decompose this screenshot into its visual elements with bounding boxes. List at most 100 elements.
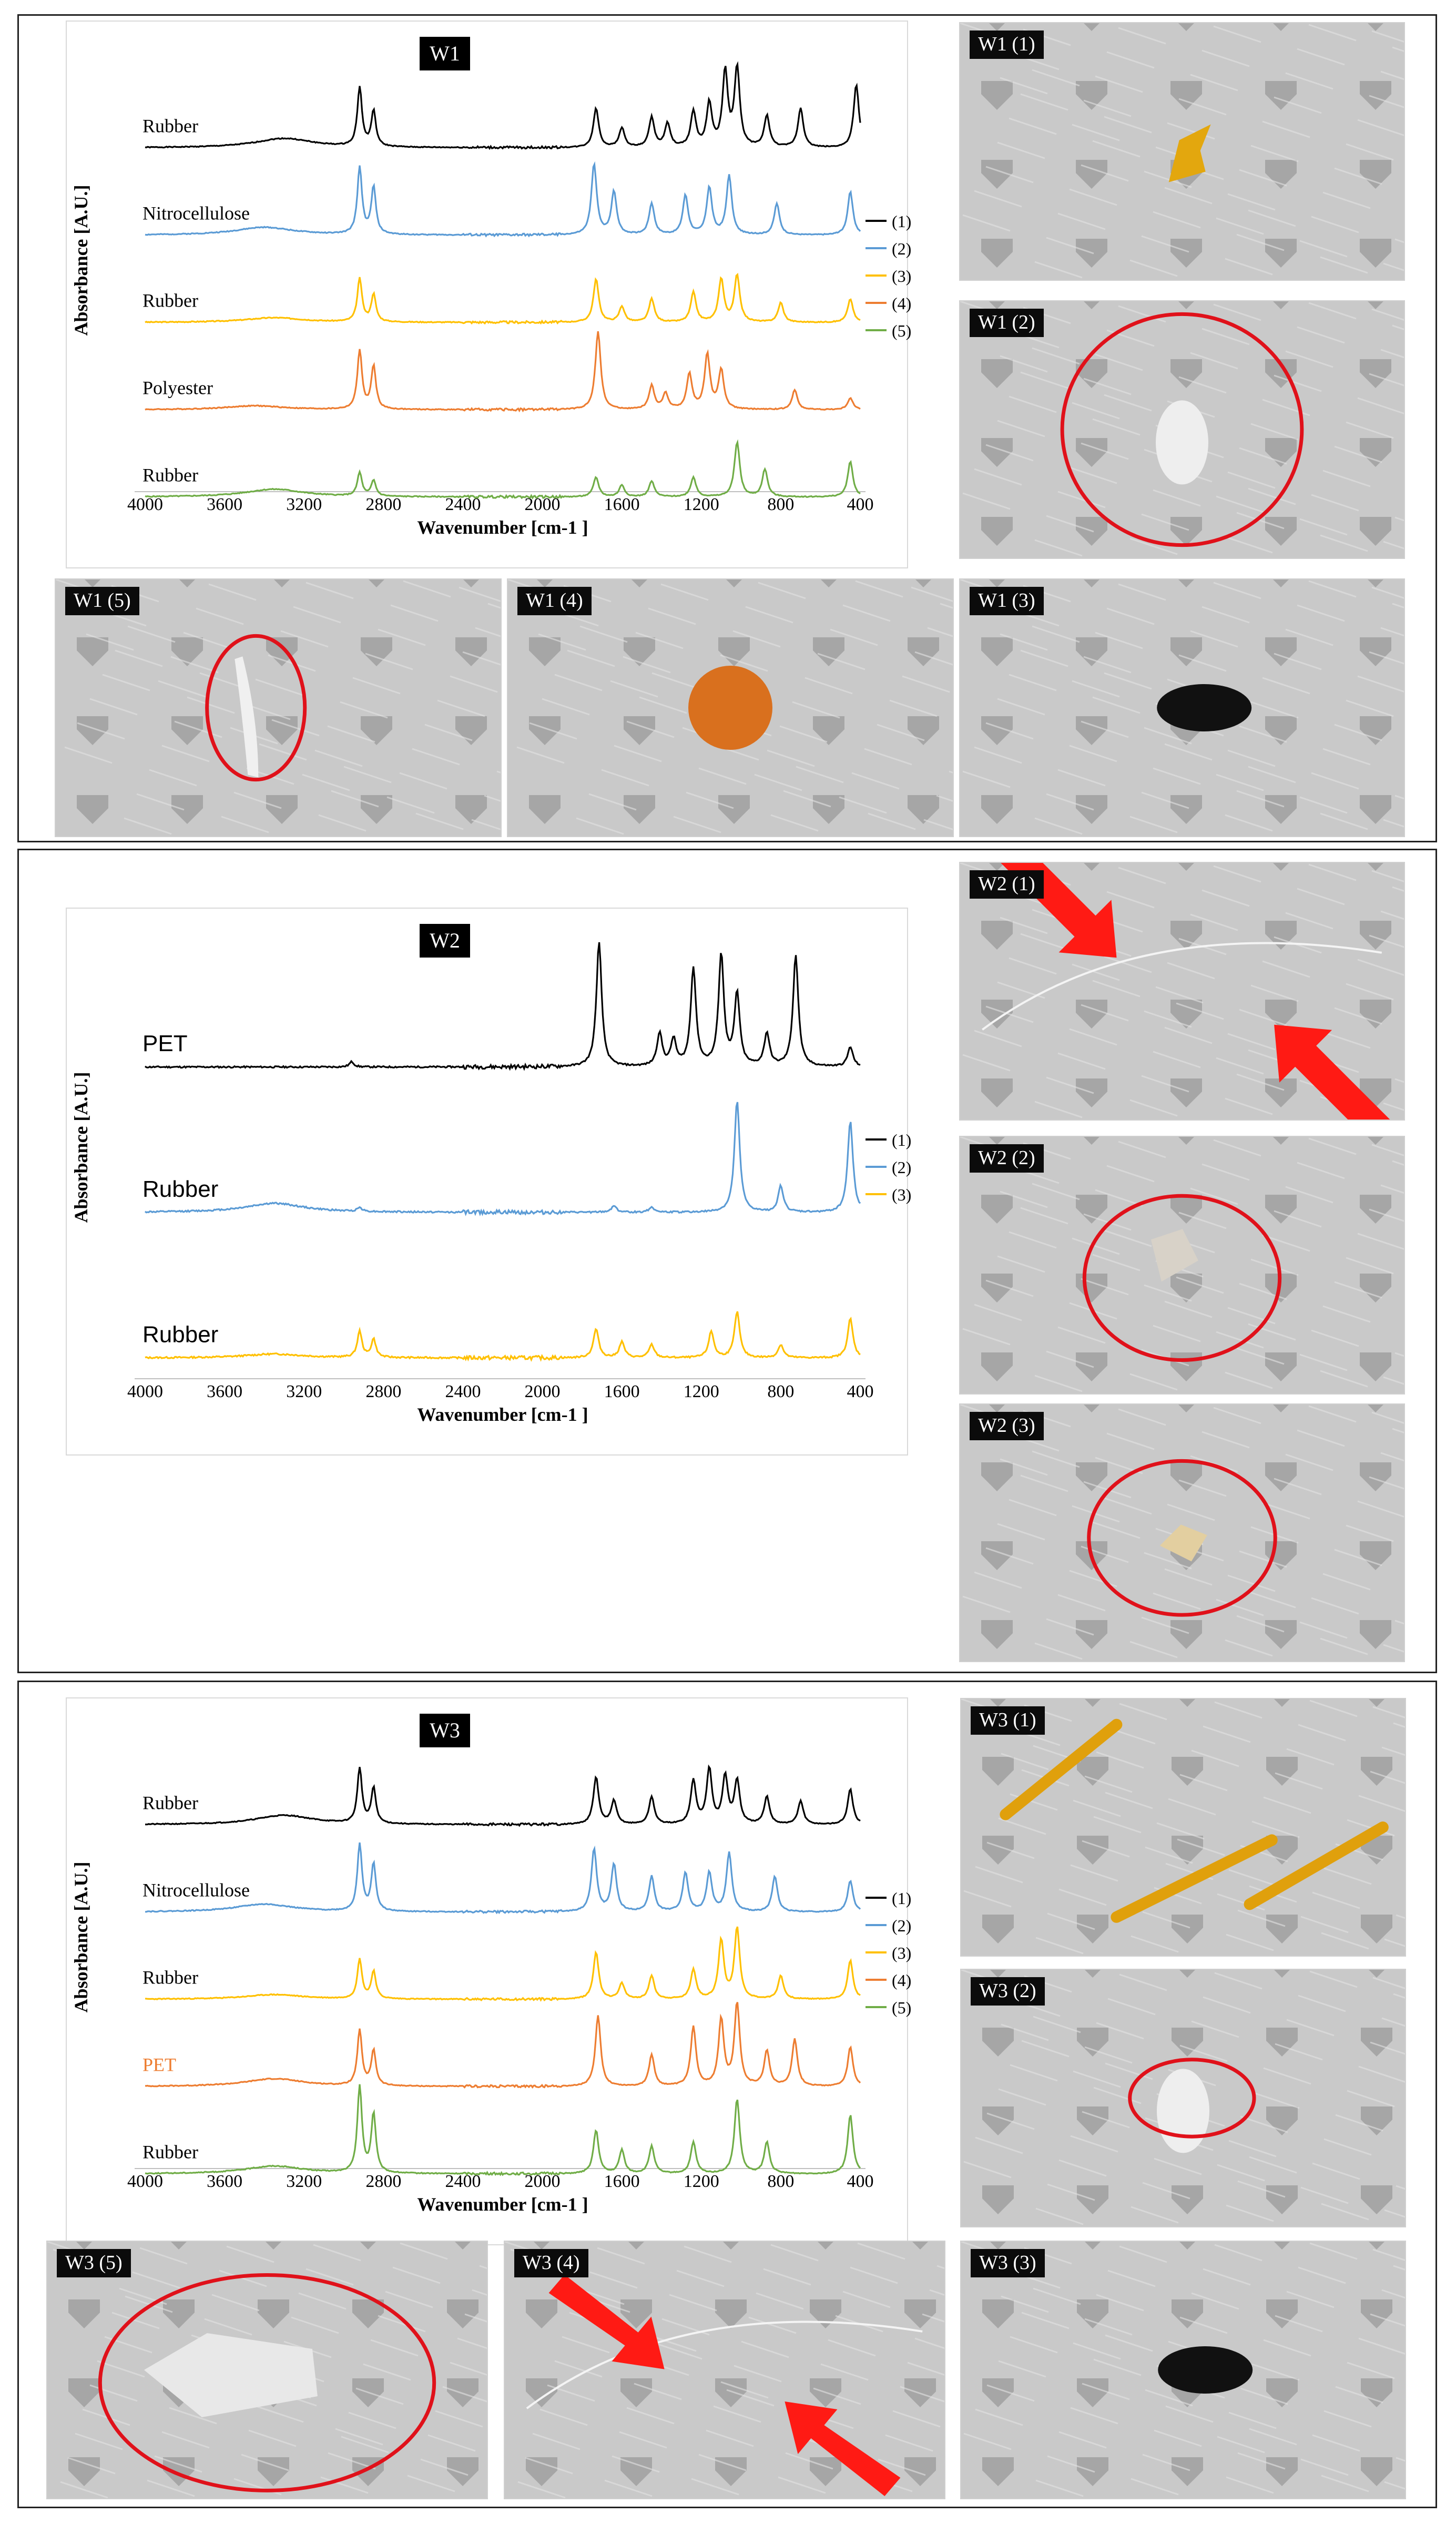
photo-label: W2 (3) [970, 1412, 1044, 1440]
paper-fiber [1228, 2411, 1277, 2429]
paper-emboss [1179, 1970, 1195, 1978]
paper-fiber [1020, 1474, 1068, 1492]
photo-label: W2 (1) [970, 870, 1044, 899]
x-tick-label: 1600 [604, 495, 640, 514]
photo-label: W1 (1) [970, 30, 1044, 59]
photo-w2-1: W2 (1) [959, 862, 1405, 1121]
paper-fiber [1092, 418, 1141, 436]
particle [1168, 124, 1211, 182]
paper-emboss [171, 637, 203, 666]
paper-fiber [601, 769, 649, 787]
series-annotation: Rubber [142, 464, 198, 485]
paper-fiber [1000, 1458, 1048, 1476]
paper-fiber [318, 814, 366, 832]
paper-fiber [1298, 2266, 1346, 2284]
paper-fiber [1262, 1502, 1310, 1520]
paper-fiber [1057, 491, 1106, 508]
paper-fiber [517, 2481, 566, 2498]
paper-fiber [1072, 1505, 1120, 1523]
paper-fiber [363, 2363, 411, 2381]
paper-fiber [1202, 889, 1250, 907]
paper-fiber [626, 2407, 675, 2425]
series-annotation: Rubber [142, 290, 198, 311]
paper-emboss [1172, 2299, 1203, 2328]
chart-title: W1 [430, 42, 460, 65]
paper-emboss [529, 716, 561, 745]
paper-fiber [1394, 1352, 1404, 1357]
paper-fiber [124, 817, 172, 835]
photo-label: W3 (5) [57, 2249, 131, 2277]
paper-fiber [842, 604, 891, 622]
paper-fiber [147, 2479, 195, 2497]
paper-emboss [624, 795, 655, 824]
paper-fiber [1251, 1820, 1300, 1838]
paper-emboss [266, 716, 298, 745]
paper-fiber [487, 603, 501, 609]
paper-fiber [986, 2112, 1035, 2130]
paper-fiber [459, 586, 501, 602]
paper-emboss [163, 2299, 195, 2328]
paper-fiber [1226, 2476, 1274, 2494]
paper-fiber [1032, 347, 1080, 365]
paper-fiber [1164, 1300, 1213, 1318]
paper-fiber [1308, 580, 1357, 598]
paper-fiber [1009, 957, 1057, 975]
paper-fiber [1357, 1500, 1404, 1518]
paper-fiber [1299, 796, 1348, 814]
paper-fiber [340, 701, 388, 719]
series-annotation: Rubber [142, 1967, 198, 1988]
paper-emboss [1368, 863, 1383, 871]
paper-fiber [1312, 2434, 1360, 2452]
paper-fiber [1225, 1371, 1273, 1389]
paper-emboss [1368, 23, 1383, 31]
paper-fiber [1046, 1618, 1094, 1636]
paper-fiber [1095, 353, 1143, 371]
paper-fiber [1046, 1076, 1094, 1094]
paper-fiber [1190, 630, 1238, 648]
paper-fiber [1236, 790, 1285, 808]
paper-fiber [1106, 1165, 1155, 1183]
paper-fiber [1320, 534, 1368, 552]
paper-fiber [985, 722, 1034, 740]
paper-fiber [1190, 1187, 1238, 1205]
paper-fiber [1001, 2295, 1049, 2313]
x-axis-label: Wavenumber [cm-1 ] [417, 2194, 588, 2215]
paper-fiber [1297, 1429, 1345, 1447]
paper-fiber [464, 2313, 487, 2323]
paper-fiber [1106, 51, 1155, 69]
paper-fiber [400, 2242, 448, 2260]
x-axis-label: Wavenumber [cm-1 ] [417, 517, 588, 538]
paper-emboss [1360, 921, 1391, 950]
paper-fiber [1081, 442, 1129, 460]
paper-emboss [526, 2457, 557, 2486]
paper-fiber [1285, 350, 1333, 368]
paper-fiber [1032, 1183, 1080, 1200]
paper-fiber [907, 2362, 944, 2376]
paper-fiber [472, 2289, 487, 2296]
series-annotation: Nitrocellulose [142, 202, 250, 223]
paper-fiber [271, 719, 320, 737]
paper-fiber [60, 2481, 108, 2498]
paper-fiber [1000, 1190, 1048, 1208]
paper-fiber [1227, 1033, 1276, 1051]
paper-fiber [1057, 769, 1106, 787]
paper-emboss [981, 1620, 1013, 1649]
paper-fiber [911, 586, 953, 602]
particle [1150, 1229, 1198, 1282]
paper-fiber [1346, 421, 1394, 439]
paper-emboss [1360, 239, 1391, 268]
paper-fiber [1178, 98, 1227, 116]
paper-fiber [892, 2410, 941, 2428]
paper-fiber [1164, 743, 1213, 761]
paper-emboss [1179, 1699, 1195, 1707]
paper-fiber [1104, 1229, 1152, 1247]
paper-fiber [1248, 1323, 1296, 1341]
chart-title: W2 [430, 929, 460, 952]
paper-fiber [1046, 1350, 1094, 1368]
photo-w1-2: W1 (2) [959, 300, 1405, 559]
paper-emboss [1172, 2185, 1203, 2214]
paper-emboss [1360, 637, 1391, 666]
paper-fiber [1069, 466, 1117, 484]
paper-emboss [258, 2299, 289, 2328]
paper-fiber [878, 2458, 926, 2476]
